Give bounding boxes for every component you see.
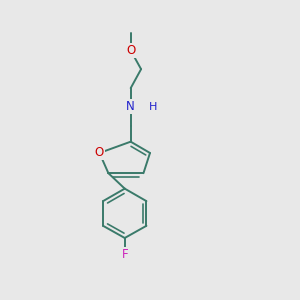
Text: N: N [126,100,135,113]
Text: O: O [126,44,135,57]
Text: F: F [122,248,128,261]
Text: H: H [148,102,157,112]
Text: O: O [95,146,104,160]
